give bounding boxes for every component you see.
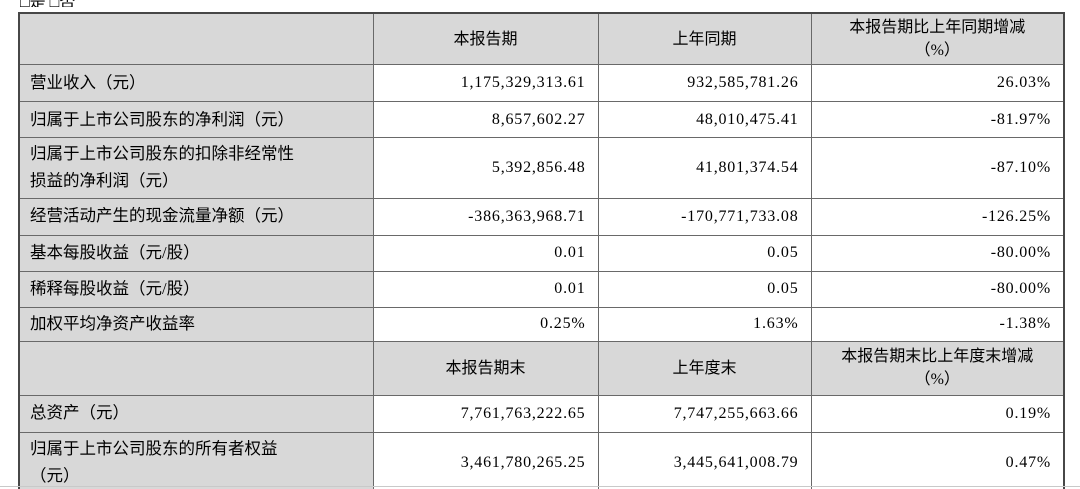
table-row-basic-eps: 基本每股收益（元/股） 0.01 0.05 -80.00% (18, 234, 1065, 272)
row-label: 经营活动产生的现金流量净额（元） (18, 197, 374, 236)
cropped-note-line: □是 □否 (0, 0, 1080, 7)
table-row-shareholders-equity: 归属于上市公司股东的所有者权益 （元） 3,461,780,265.25 3,4… (18, 431, 1065, 489)
cell-prior: 41,801,374.54 (597, 137, 812, 199)
cell-change: -87.10% (810, 137, 1065, 199)
cell-current: 1,175,329,313.61 (372, 64, 599, 103)
cell-change: 26.03% (810, 64, 1065, 103)
table-row-revenue: 营业收入（元） 1,175,329,313.61 932,585,781.26 … (18, 64, 1065, 103)
header-empty (18, 340, 374, 396)
cell-change: -1.38% (810, 306, 1065, 342)
cell-prior: 932,585,781.26 (597, 64, 812, 103)
header-prior-period: 上年同期 (597, 12, 812, 66)
cell-current: 5,392,856.48 (372, 137, 599, 199)
cell-current: 0.01 (372, 234, 599, 272)
period-header-row: 本报告期 上年同期 本报告期比上年同期增减 （%） (18, 12, 1065, 66)
cell-change: -80.00% (810, 270, 1065, 308)
table-row-weighted-avg-roe: 加权平均净资产收益率 0.25% 1.63% -1.38% (18, 306, 1065, 342)
cell-prior: 48,010,475.41 (597, 101, 812, 139)
table-row-net-profit-excl-nonrecurring: 归属于上市公司股东的扣除非经常性 损益的净利润（元） 5,392,856.48 … (18, 137, 1065, 199)
row-label: 归属于上市公司股东的所有者权益 （元） (18, 431, 374, 489)
cell-change: -80.00% (810, 234, 1065, 272)
header-prior-year-end: 上年度末 (597, 340, 812, 396)
row-label: 基本每股收益（元/股） (18, 234, 374, 272)
table-row-net-profit: 归属于上市公司股东的净利润（元） 8,657,602.27 48,010,475… (18, 101, 1065, 139)
cell-prior: -170,771,733.08 (597, 197, 812, 236)
row-label: 稀释每股收益（元/股） (18, 270, 374, 308)
cell-prior: 7,747,255,663.66 (597, 394, 812, 433)
table-row-diluted-eps: 稀释每股收益（元/股） 0.01 0.05 -80.00% (18, 270, 1065, 308)
header-current-period: 本报告期 (372, 12, 599, 66)
header-period-change: 本报告期比上年同期增减 （%） (810, 12, 1065, 66)
cell-change: -81.97% (810, 101, 1065, 139)
header-period-end-change: 本报告期末比上年度末增减 （%） (810, 340, 1065, 396)
cell-prior: 0.05 (597, 234, 812, 272)
header-period-end: 本报告期末 (372, 340, 599, 396)
row-label: 总资产（元） (18, 394, 374, 433)
row-label: 加权平均净资产收益率 (18, 306, 374, 342)
header-empty (18, 12, 374, 66)
row-label: 归属于上市公司股东的净利润（元） (18, 101, 374, 139)
key-financials-table: 本报告期 上年同期 本报告期比上年同期增减 （%） 营业收入（元） 1,175,… (18, 12, 1065, 489)
cell-current: 8,657,602.27 (372, 101, 599, 139)
row-label: 归属于上市公司股东的扣除非经常性 损益的净利润（元） (18, 137, 374, 199)
cell-prior: 3,445,641,008.79 (597, 431, 812, 489)
cell-change: -126.25% (810, 197, 1065, 236)
yes-no-checkbox-text: □是 □否 (20, 0, 75, 7)
table-row-total-assets: 总资产（元） 7,761,763,222.65 7,747,255,663.66… (18, 394, 1065, 433)
cell-change: 0.19% (810, 394, 1065, 433)
cell-current: 0.01 (372, 270, 599, 308)
cell-current: 3,461,780,265.25 (372, 431, 599, 489)
cell-current: 7,761,763,222.65 (372, 394, 599, 433)
page-divider (0, 486, 1080, 487)
cell-current: 0.25% (372, 306, 599, 342)
period-end-header-row: 本报告期末 上年度末 本报告期末比上年度末增减 （%） (18, 340, 1065, 396)
row-label: 营业收入（元） (18, 64, 374, 103)
table-row-operating-cash-flow: 经营活动产生的现金流量净额（元） -386,363,968.71 -170,77… (18, 197, 1065, 236)
cell-current: -386,363,968.71 (372, 197, 599, 236)
cell-change: 0.47% (810, 431, 1065, 489)
cell-prior: 1.63% (597, 306, 812, 342)
cell-prior: 0.05 (597, 270, 812, 308)
